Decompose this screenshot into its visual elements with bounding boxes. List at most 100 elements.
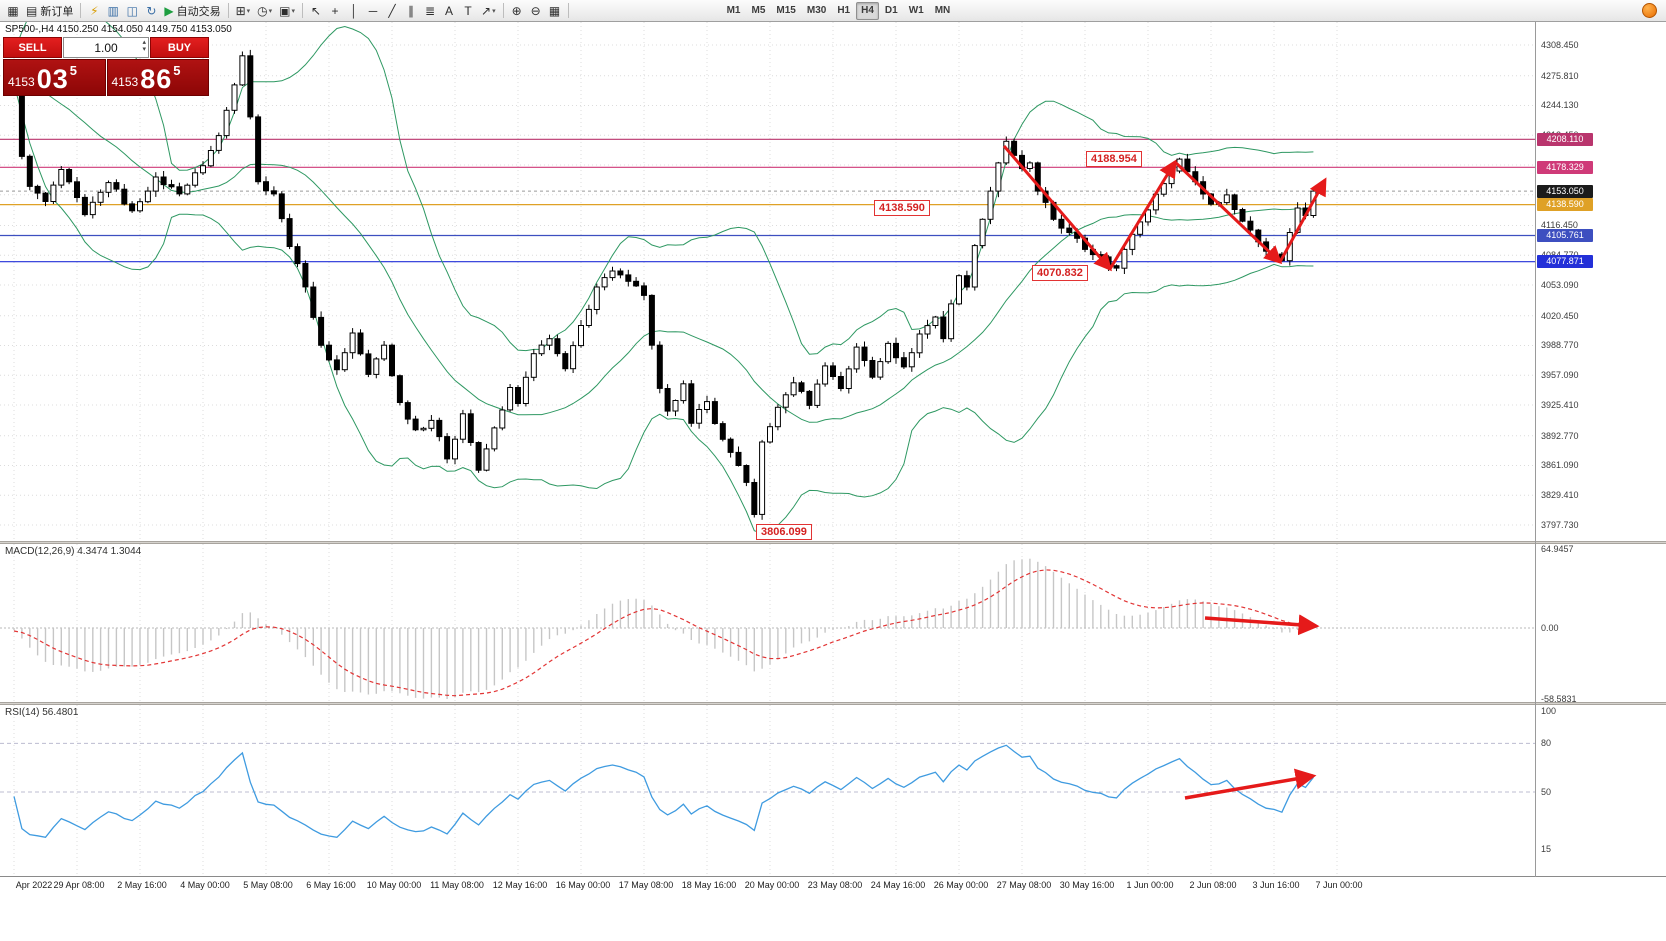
toolbar-separator: [502, 3, 504, 18]
time-axis-label: 3 Jun 16:00: [1252, 880, 1300, 890]
time-axis-label: 23 May 08:00: [807, 880, 863, 890]
timeframe-h1-button[interactable]: H1: [832, 2, 855, 20]
price-tick-label: 4275.810: [1541, 71, 1579, 81]
price-annotation-box[interactable]: 4188.954: [1086, 151, 1142, 167]
volume-down-icon[interactable]: ▾: [142, 46, 146, 53]
price-annotation-box[interactable]: 3806.099: [756, 524, 812, 540]
timeframe-m15-button[interactable]: M15: [771, 2, 800, 20]
main-chart-panel: 4308.4504275.8104244.1304212.4504180.770…: [0, 22, 1666, 541]
macd-canvas[interactable]: [0, 544, 1535, 702]
buy-button[interactable]: BUY: [150, 37, 209, 58]
dropdown-arrow-icon: ▾: [492, 7, 496, 15]
templates-button[interactable]: ▣ ▾: [276, 2, 298, 20]
zoom-in-icon: ⊕: [511, 3, 522, 18]
macd-panel: 64.9457 0.00 -58.5831 MACD(12,26,9) 4.3474…: [0, 544, 1666, 704]
notification-icon[interactable]: [1642, 3, 1657, 18]
toolbar-separator: [567, 3, 569, 18]
time-axis-label: 5 May 08:00: [243, 880, 293, 890]
panel-separator[interactable]: [0, 541, 1666, 544]
price-annotation-box[interactable]: 4070.832: [1032, 265, 1088, 281]
periods-button[interactable]: ◷ ▾: [254, 2, 275, 20]
data-window-icon: ◫: [126, 3, 139, 18]
text-button[interactable]: A: [440, 2, 458, 20]
rsi-panel: 100 80 50 15 RSI(14) 56.4801: [0, 705, 1666, 876]
horizontal-line-button[interactable]: ─: [364, 2, 382, 20]
price-level-tag: 4138.590: [1537, 198, 1593, 211]
horizontal-levels[interactable]: [0, 138, 1535, 263]
scale-separator: [1535, 22, 1536, 877]
new-order-button-label: 新订单: [40, 5, 74, 18]
timeframe-mn-button[interactable]: MN: [930, 2, 956, 20]
time-axis-label: 6 May 16:00: [306, 880, 356, 890]
text-icon: A: [445, 3, 454, 18]
channel-button[interactable]: ∥: [402, 2, 420, 20]
vertical-line-button[interactable]: │: [345, 2, 363, 20]
volume-up-icon[interactable]: ▴: [142, 39, 146, 46]
cursor-button[interactable]: ↖: [307, 2, 325, 20]
autotrading-button[interactable]: ▶ 自动交易: [161, 2, 223, 20]
zoom-in-button[interactable]: ⊕: [508, 2, 526, 20]
timeframe-m30-button[interactable]: M30: [802, 2, 831, 20]
macd-scale-label: -58.5831: [1541, 694, 1577, 704]
volume-spinner[interactable]: ▴ ▾: [142, 39, 146, 53]
bid-price-button[interactable]: 4153 03 5: [3, 59, 106, 96]
indicators-button[interactable]: ⊞ ▾: [233, 2, 254, 20]
arrows-button[interactable]: ↗ ▾: [478, 2, 499, 20]
sell-button[interactable]: SELL: [3, 37, 62, 58]
bollinger-bands: [13, 22, 1314, 534]
timeframe-buttons: M1 M5 M15 M30 H1 H4 D1 W1 MN: [722, 1, 956, 20]
time-axis-label: 27 May 08:00: [996, 880, 1052, 890]
grid: [0, 544, 1535, 702]
zoom-out-button[interactable]: ⊖: [527, 2, 545, 20]
ask-price-button[interactable]: 4153 86 5: [106, 59, 209, 96]
templates-icon: ▣: [279, 3, 291, 18]
refresh-button[interactable]: ↻: [142, 2, 160, 20]
rsi-canvas[interactable]: [0, 705, 1535, 876]
price-level-tag: 4105.761: [1537, 229, 1593, 242]
price-tick-label: 4053.090: [1541, 280, 1579, 290]
fibonacci-button[interactable]: ≣: [421, 2, 439, 20]
time-axis-label: 26 May 00:00: [933, 880, 989, 890]
trendline-button[interactable]: ╱: [383, 2, 401, 20]
macd-trend-arrow[interactable]: [1204, 614, 1320, 636]
crosshair-button[interactable]: +: [326, 2, 344, 20]
price-scale[interactable]: 4308.4504275.8104244.1304212.4504180.770…: [1535, 22, 1666, 541]
time-axis-label: 2 May 16:00: [117, 880, 167, 890]
profiles-icon: ⚡: [90, 3, 99, 18]
price-chart-canvas[interactable]: [0, 22, 1535, 541]
timeframe-m5-button[interactable]: M5: [747, 2, 771, 20]
bid-main: 4153: [8, 75, 35, 89]
tile-windows-icon: ▦: [548, 3, 561, 18]
autotrading-button-label: 自动交易: [176, 5, 221, 18]
time-axis[interactable]: Apr 2022 29 Apr 08:00 2 May 16:00 4 May 00:…: [0, 876, 1666, 941]
refresh-icon: ↻: [146, 3, 157, 18]
tile-windows-button[interactable]: ▦: [546, 2, 564, 20]
timeframe-m1-button[interactable]: M1: [722, 2, 746, 20]
price-annotation-box[interactable]: 4138.590: [874, 200, 930, 216]
new-chart-button[interactable]: ▦: [4, 2, 22, 20]
market-watch-button[interactable]: ▥: [104, 2, 122, 20]
price-tick-label: 3892.770: [1541, 431, 1579, 441]
trend-arrows[interactable]: [1002, 145, 1327, 272]
time-axis-label: 18 May 16:00: [681, 880, 737, 890]
profiles-button[interactable]: ⚡: [85, 2, 103, 20]
panel-separator[interactable]: [0, 702, 1666, 705]
volume-input[interactable]: 1.00 ▴ ▾: [63, 37, 149, 58]
rsi-trend-arrow[interactable]: [1184, 768, 1317, 800]
new-order-button[interactable]: ▤ 新订单: [23, 2, 76, 20]
timeframe-w1-button[interactable]: W1: [904, 2, 929, 20]
autotrading-icon: ▶: [164, 3, 174, 18]
market-watch-icon: ▥: [107, 3, 120, 18]
data-window-button[interactable]: ◫: [123, 2, 141, 20]
toolbar: ▦ ▤ 新订单 ⚡ ▥ ◫ ↻ ▶ 自动交易 ⊞ ▾ ◷ ▾ ▣ ▾ ↖ + │ ─ ╱ ∥ ≣ A T ↗ ▾ ⊕ ⊖ ▦ M1 M5 M…: [0, 0, 1666, 22]
toolbar-right: [1642, 3, 1662, 18]
timeframe-d1-button[interactable]: D1: [880, 2, 903, 20]
rsi-scale[interactable]: 100 80 50 15: [1535, 705, 1666, 876]
price-tick-label: 3957.090: [1541, 370, 1579, 380]
macd-scale[interactable]: 64.9457 0.00 -58.5831: [1535, 544, 1666, 704]
time-axis-label: 24 May 16:00: [870, 880, 926, 890]
timeframe-h4-button[interactable]: H4: [856, 1, 879, 20]
symbol-ohlc-info: SP500-,H4 4150.250 4154.050 4149.750 415…: [5, 24, 232, 35]
label-button[interactable]: T: [459, 2, 477, 20]
